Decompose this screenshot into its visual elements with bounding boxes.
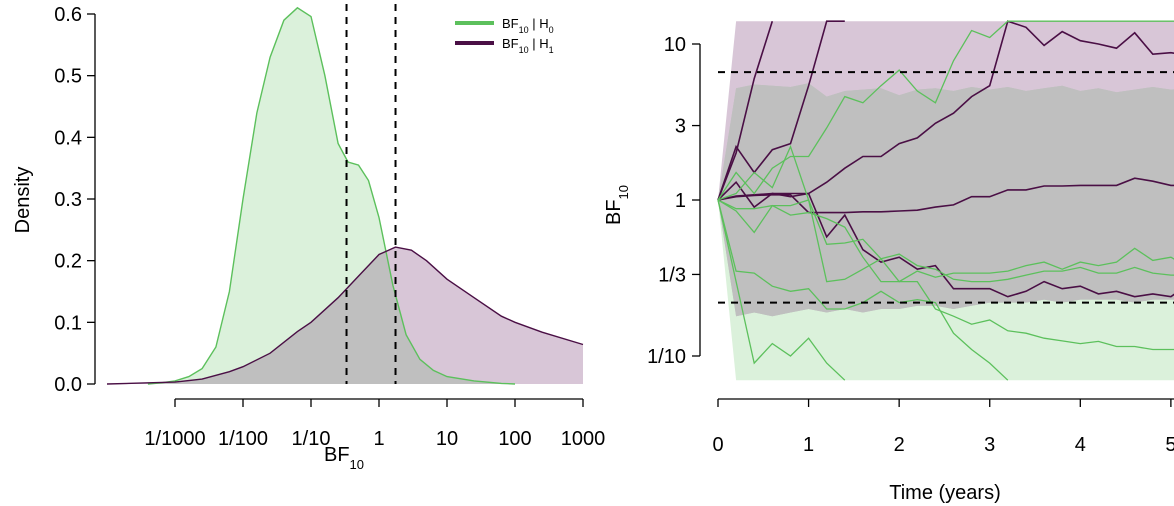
- sequential-x-axis-title: Time (years): [889, 482, 1000, 504]
- sequential-x-tick-label: 2: [894, 434, 905, 456]
- density-curve-h1: [106, 246, 584, 385]
- density-y-tick-label: 0.0: [54, 374, 82, 396]
- density-x-tick-label: 10: [436, 428, 458, 450]
- path-h1: [717, 20, 1174, 209]
- density-x-tick-label: 1/100: [218, 428, 268, 450]
- sequential-x-tick-label: 0: [712, 434, 723, 456]
- path-h0: [717, 199, 1174, 351]
- density-areas: [107, 7, 583, 385]
- density-curves: [106, 6, 584, 385]
- sequential-y-axis: 10 3 1 1/3 1/10: [647, 34, 701, 368]
- sequential-y-tick-label: 1/10: [647, 346, 686, 368]
- density-y-tick-label: 0.1: [54, 312, 82, 334]
- density-curve-h0: [147, 6, 516, 385]
- path-h1: [717, 20, 774, 201]
- sequential-y-tick-label: 1/3: [658, 264, 686, 286]
- density-x-tick-label: 1/1000: [144, 428, 205, 450]
- density-x-axis: 1/1000 1/100 1/10 1 10 100 1000: [144, 398, 606, 450]
- density-x-tick-label: 1/10: [292, 428, 331, 450]
- sequential-reference-lines: [718, 71, 1174, 304]
- path-h0: [717, 199, 846, 381]
- sequential-y-tick-label: 1: [675, 190, 686, 212]
- path-h1: [717, 20, 845, 201]
- sequential-y-tick-label: 3: [675, 116, 686, 138]
- density-y-tick-label: 0.5: [54, 66, 82, 88]
- density-x-tick-label: 100: [498, 428, 531, 450]
- sequential-x-tick-label: 3: [984, 434, 995, 456]
- density-area-h0: [147, 7, 515, 385]
- path-h0: [717, 199, 1174, 283]
- sequential-panel: 10 3 1 1/3 1/10 0 1 2 3 4 5 BF10 Time (years): [603, 20, 1174, 504]
- sequential-y-tick-label: 10: [664, 34, 686, 56]
- density-x-tick-label: 1: [373, 428, 384, 450]
- density-y-tick-label: 0.2: [54, 251, 82, 273]
- density-y-axis: 0.0 0.1 0.2 0.3 0.4 0.5 0.6: [54, 4, 96, 396]
- density-x-axis-title: BF10: [324, 444, 364, 472]
- density-y-tick-label: 0.3: [54, 189, 82, 211]
- density-y-tick-label: 0.6: [54, 4, 82, 26]
- path-h1: [717, 192, 1174, 298]
- path-h0: [717, 144, 1174, 283]
- density-panel: 0.0 0.1 0.2 0.3 0.4 0.5 0.6 1/1000 1/100 1/10 1 10…: [12, 4, 605, 472]
- sequential-x-tick-label: 1: [803, 434, 814, 456]
- sequential-x-tick-label: 5: [1165, 434, 1174, 456]
- sequential-x-axis: 0 1 2 3 4 5: [712, 398, 1174, 456]
- density-reference-lines: [345, 4, 397, 384]
- density-y-axis-title: Density: [12, 167, 34, 234]
- density-x-tick-label: 1000: [561, 428, 606, 450]
- path-h1: [717, 177, 1174, 214]
- sequential-x-tick-label: 4: [1075, 434, 1086, 456]
- sequential-bands: [718, 21, 1174, 381]
- path-h0: [717, 20, 1174, 201]
- band-overlap: [718, 83, 1174, 317]
- density-y-tick-label: 0.4: [54, 127, 82, 149]
- legend-label-h0: BF10 | H0: [502, 16, 554, 35]
- legend-label-h1: BF10 | H1: [502, 36, 554, 55]
- sequential-y-axis-title: BF10: [603, 185, 631, 225]
